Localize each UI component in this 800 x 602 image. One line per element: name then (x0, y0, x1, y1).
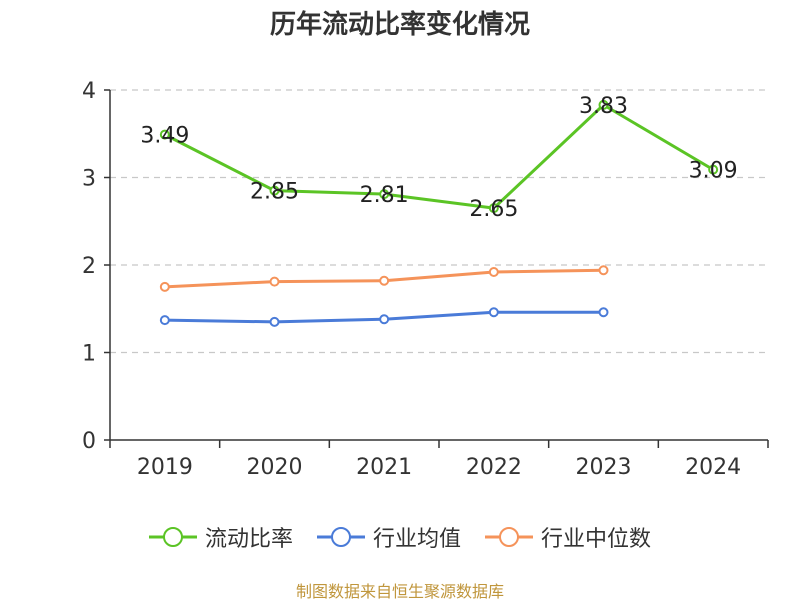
data-label: 2.65 (469, 197, 518, 222)
data-point (159, 281, 170, 292)
gridlines (110, 89, 768, 354)
data-point (269, 185, 280, 196)
y-tick-label: 0 (82, 429, 96, 454)
data-point (379, 275, 390, 286)
y-tick-label: 3 (82, 167, 96, 192)
series-line-0 (164, 103, 714, 210)
data-label: 2.81 (360, 183, 409, 208)
legend-swatch-marker (162, 527, 183, 547)
data-point (159, 129, 170, 140)
legend-label: 行业均值 (372, 527, 461, 552)
series (159, 99, 719, 327)
data-point (379, 189, 390, 200)
legend-swatch-marker (330, 527, 351, 547)
data-point (269, 276, 280, 287)
axes: 0 1 2 3 4 2019 2020 2021 2022 2023 2024 (82, 79, 769, 480)
y-tick-label: 1 (82, 342, 96, 367)
data-label: 2.85 (250, 180, 299, 205)
x-tick-label: 2023 (576, 455, 632, 480)
x-tick-label: 2024 (685, 455, 741, 480)
data-point (488, 307, 499, 318)
legend-label: 流动比率 (204, 527, 293, 552)
legend-swatch-icon (316, 527, 365, 547)
x-tick-label: 2020 (247, 455, 303, 480)
y-tick-label: 2 (82, 254, 96, 279)
x-tick-label: 2022 (466, 455, 522, 480)
data-point (598, 307, 609, 318)
source-note: 制图数据来自恒生聚源数据库 (295, 582, 504, 601)
legend: 流动比率 行业均值 行业中位数 (0, 520, 800, 554)
legend-swatch-icon (148, 527, 197, 547)
legend-item[interactable]: 行业中位数 (485, 521, 651, 553)
data-point (708, 164, 719, 175)
legend-swatch-icon (485, 527, 533, 547)
chart-title: 历年流动比率变化情况 (269, 10, 530, 40)
data-point (598, 265, 609, 276)
legend-item[interactable]: 流动比率 (148, 521, 293, 553)
legend-item[interactable]: 行业均值 (316, 521, 461, 553)
legend-label: 行业中位数 (541, 527, 652, 552)
data-label: 3.83 (579, 94, 628, 119)
legend-swatch-marker (499, 527, 519, 547)
data-label: 3.49 (140, 124, 189, 149)
data-point (379, 314, 390, 325)
x-tick-label: 2019 (137, 455, 193, 480)
data-point (598, 99, 609, 110)
data-point (488, 267, 499, 277)
data-point (159, 315, 170, 326)
data-point (488, 203, 499, 214)
y-tick-label: 4 (82, 79, 96, 104)
data-labels: 3.49 2.85 2.81 2.65 3.83 3.09 (140, 94, 737, 222)
data-point (269, 316, 280, 327)
data-label: 3.09 (689, 159, 738, 184)
x-tick-label: 2021 (356, 455, 412, 480)
